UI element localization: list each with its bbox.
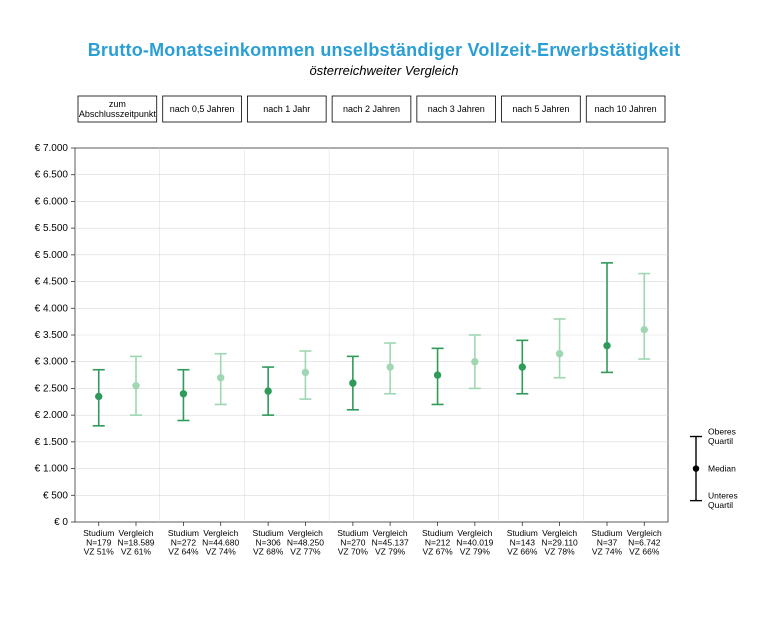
svg-text:nach 0,5 Jahren: nach 0,5 Jahren: [170, 104, 235, 114]
svg-text:€ 3.500: € 3.500: [35, 330, 69, 341]
svg-text:VergleichN=6.742VZ 66%: VergleichN=6.742VZ 66%: [627, 528, 662, 557]
svg-text:€ 500: € 500: [43, 490, 68, 501]
chart-subtitle: österreichweiter Vergleich: [0, 63, 768, 78]
svg-text:Median: Median: [708, 464, 736, 474]
svg-text:StudiumN=272VZ 64%: StudiumN=272VZ 64%: [168, 528, 199, 557]
svg-text:StudiumN=212VZ 67%: StudiumN=212VZ 67%: [422, 528, 453, 557]
svg-text:VergleichN=29.110VZ 78%: VergleichN=29.110VZ 78%: [541, 528, 578, 557]
chart-area: zumAbschlusszeitpunktnach 0,5 Jahrennach…: [0, 84, 768, 621]
svg-text:nach 2 Jahren: nach 2 Jahren: [343, 104, 400, 114]
svg-text:VergleichN=48.250VZ 77%: VergleichN=48.250VZ 77%: [287, 528, 324, 557]
svg-text:OberesQuartil: OberesQuartil: [708, 427, 736, 446]
svg-text:VergleichN=45.137VZ 79%: VergleichN=45.137VZ 79%: [372, 528, 409, 557]
chart-title: Brutto-Monatseinkommen unselbständiger V…: [0, 40, 768, 61]
svg-text:StudiumN=306VZ 68%: StudiumN=306VZ 68%: [253, 528, 284, 557]
svg-text:€ 5.500: € 5.500: [35, 223, 69, 234]
svg-text:nach 1 Jahr: nach 1 Jahr: [263, 104, 310, 114]
svg-text:StudiumN=179VZ 51%: StudiumN=179VZ 51%: [83, 528, 114, 557]
svg-text:VergleichN=40.019VZ 79%: VergleichN=40.019VZ 79%: [456, 528, 493, 557]
svg-text:€ 3.000: € 3.000: [35, 357, 69, 368]
svg-text:VergleichN=18.589VZ 61%: VergleichN=18.589VZ 61%: [117, 528, 154, 557]
svg-text:€ 1.500: € 1.500: [35, 437, 69, 448]
svg-text:€ 6.500: € 6.500: [35, 170, 69, 181]
svg-text:€ 6.000: € 6.000: [35, 196, 69, 207]
svg-text:StudiumN=143VZ 66%: StudiumN=143VZ 66%: [507, 528, 538, 557]
svg-text:€ 7.000: € 7.000: [35, 143, 69, 154]
svg-text:€ 2.000: € 2.000: [35, 410, 69, 421]
svg-text:UnteresQuartil: UnteresQuartil: [708, 491, 738, 510]
svg-text:StudiumN=37VZ 74%: StudiumN=37VZ 74%: [591, 528, 622, 557]
svg-text:nach 10 Jahren: nach 10 Jahren: [595, 104, 657, 114]
svg-text:nach 3 Jahren: nach 3 Jahren: [428, 104, 485, 114]
svg-text:€ 4.500: € 4.500: [35, 277, 69, 288]
chart-svg: zumAbschlusszeitpunktnach 0,5 Jahrennach…: [0, 84, 768, 621]
svg-text:€ 1.000: € 1.000: [35, 464, 69, 475]
svg-text:€ 2.500: € 2.500: [35, 383, 69, 394]
svg-text:VergleichN=44.680VZ 74%: VergleichN=44.680VZ 74%: [202, 528, 239, 557]
svg-text:StudiumN=270VZ 70%: StudiumN=270VZ 70%: [337, 528, 368, 557]
svg-text:€ 5.000: € 5.000: [35, 250, 69, 261]
svg-text:€ 0: € 0: [54, 517, 68, 528]
svg-text:nach 5 Jahren: nach 5 Jahren: [512, 104, 569, 114]
svg-text:€ 4.000: € 4.000: [35, 303, 69, 314]
